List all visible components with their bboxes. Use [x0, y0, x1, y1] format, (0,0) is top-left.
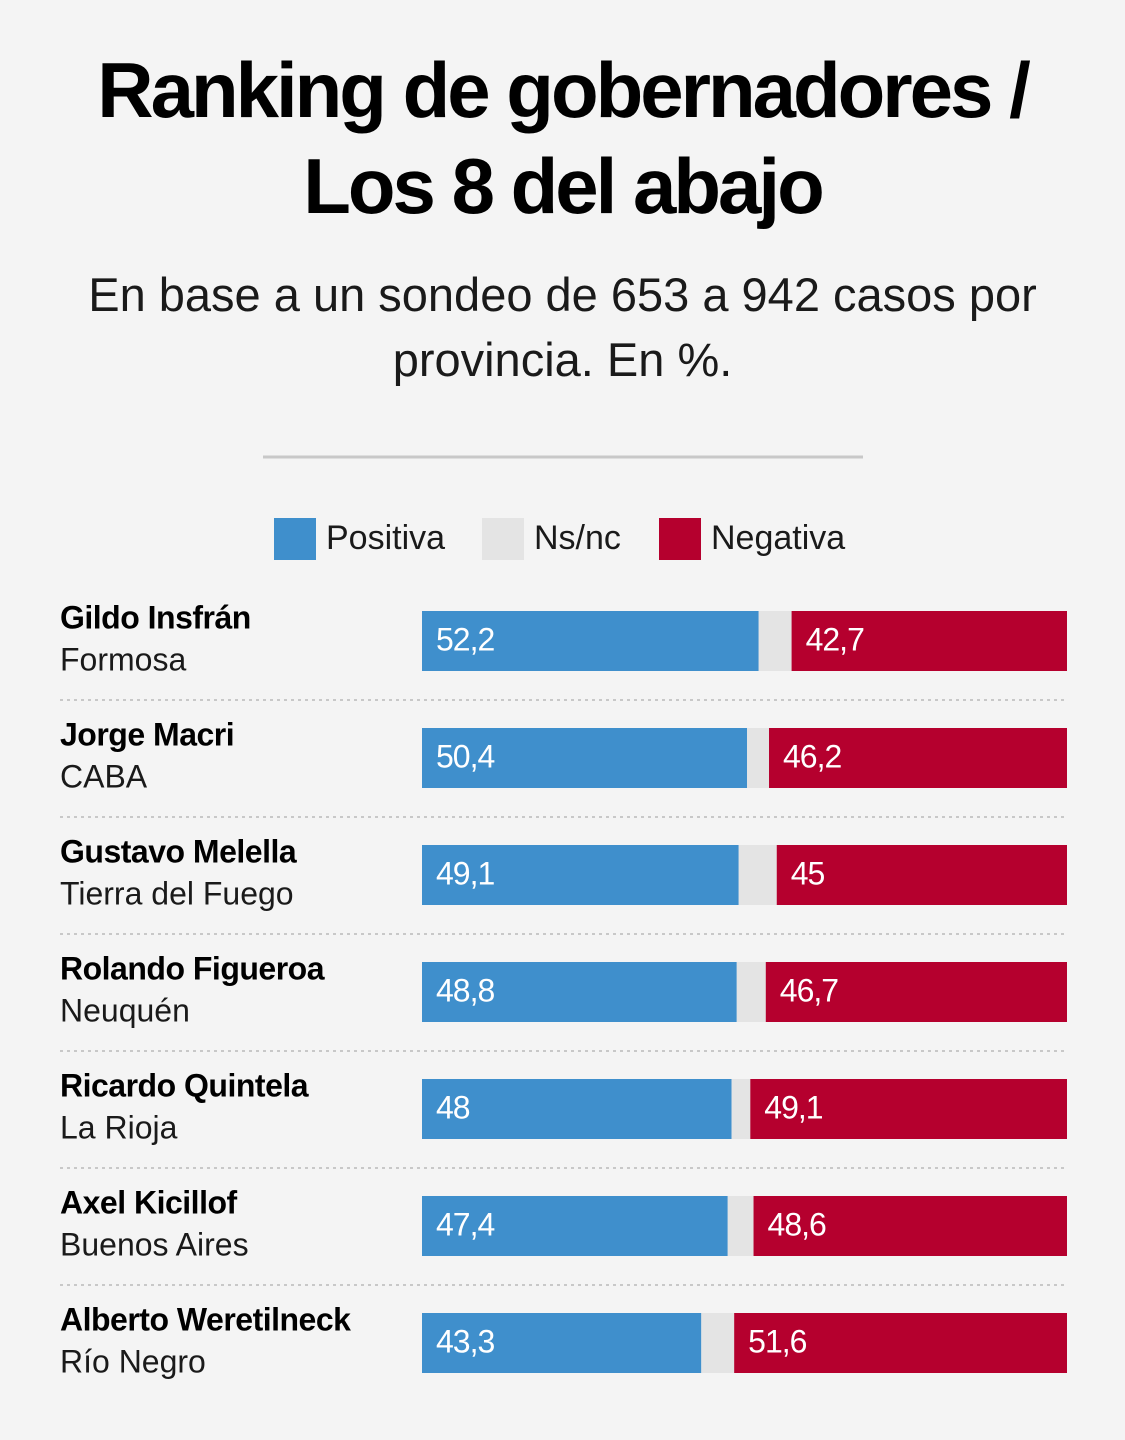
row-name: Gustavo Melella	[60, 833, 297, 869]
row-province: CABA	[60, 758, 148, 794]
value-label: 48	[436, 1089, 470, 1125]
chart-subtitle: En base a un sondeo de 653 a 942 casos p…	[88, 268, 1037, 386]
bar-segment	[791, 611, 1067, 671]
bar-segment	[734, 1313, 1067, 1373]
value-label: 46,2	[783, 738, 841, 774]
row-province: Neuquén	[60, 992, 190, 1028]
value-label: 48,8	[436, 972, 494, 1008]
legend-swatch	[274, 518, 316, 560]
bar-segment	[753, 1196, 1067, 1256]
legend-label: Positiva	[326, 519, 445, 557]
legend-swatch	[659, 518, 701, 560]
legend-swatch	[482, 518, 524, 560]
bar-segment	[422, 845, 739, 905]
bar-segment	[701, 1313, 735, 1373]
row-name: Ricardo Quintela	[60, 1067, 309, 1103]
row-province: Buenos Aires	[60, 1226, 249, 1262]
bar-segment	[776, 845, 1067, 905]
legend-label: Negativa	[711, 519, 845, 557]
value-label: 52,2	[436, 621, 494, 657]
bar-segment	[422, 1196, 728, 1256]
value-label: 45	[791, 855, 825, 891]
row-province: La Rioja	[60, 1109, 178, 1145]
bar-segment	[422, 1079, 732, 1139]
value-label: 47,4	[436, 1206, 494, 1242]
bar-segment	[765, 962, 1067, 1022]
bar-segment	[422, 962, 737, 1022]
row-name: Gildo Insfrán	[60, 599, 251, 635]
row-province: Tierra del Fuego	[60, 875, 294, 911]
row-province: Formosa	[60, 641, 186, 677]
value-label: 49,1	[764, 1089, 822, 1125]
bar-segment	[750, 1079, 1067, 1139]
bar-segment	[738, 845, 777, 905]
legend-label: Ns/nc	[534, 519, 621, 557]
bar-segment	[727, 1196, 754, 1256]
value-label: 46,7	[780, 972, 838, 1008]
row-name: Axel Kicillof	[60, 1184, 238, 1220]
row-name: Alberto Weretilneck	[60, 1301, 351, 1337]
row-name: Jorge Macri	[60, 716, 234, 752]
value-label: 49,1	[436, 855, 494, 891]
bar-segment	[422, 1313, 702, 1373]
chart-title: Ranking de gobernadores / Los 8 del abaj…	[97, 46, 1031, 230]
bar-segment	[758, 611, 792, 671]
bar-segment	[731, 1079, 751, 1139]
bar-segment	[769, 728, 1067, 788]
bar-segment	[736, 962, 766, 1022]
value-label: 42,7	[806, 621, 864, 657]
row-province: Río Negro	[60, 1343, 206, 1379]
bar-segment	[747, 728, 770, 788]
row-name: Rolando Figueroa	[60, 950, 325, 986]
value-label: 43,3	[436, 1323, 494, 1359]
bar-segment	[422, 728, 748, 788]
value-label: 50,4	[436, 738, 494, 774]
bar-segment	[422, 611, 759, 671]
value-label: 51,6	[748, 1323, 806, 1359]
value-label: 48,6	[768, 1206, 826, 1242]
